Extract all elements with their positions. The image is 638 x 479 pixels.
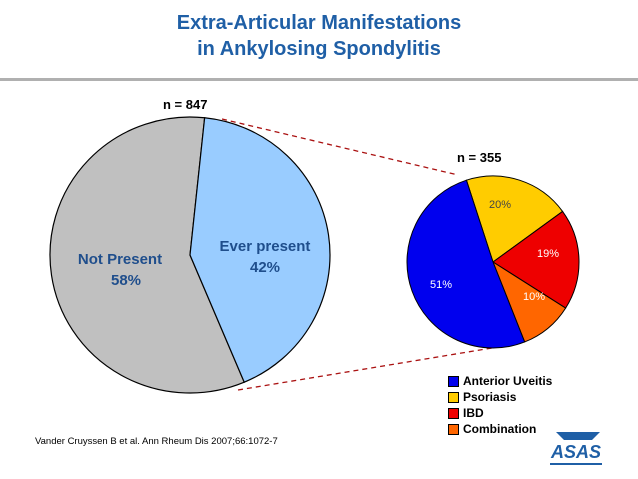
legend-label-psoriasis: Psoriasis xyxy=(463,390,517,404)
main-pie xyxy=(50,117,330,393)
pct-label-psoriasis: 20% xyxy=(489,199,511,211)
pct-label-uveitis: 51% xyxy=(430,279,452,291)
legend-label-ibd: IBD xyxy=(463,406,484,420)
legend-item-psoriasis: Psoriasis xyxy=(448,389,552,405)
detail-pie-legend: Anterior Uveitis Psoriasis IBD Combinati… xyxy=(448,373,552,437)
pct-label-ibd: 19% xyxy=(537,248,559,260)
logo-arc-shape xyxy=(556,432,600,440)
legend-label-uveitis: Anterior Uveitis xyxy=(463,374,553,388)
asas-logo: ASAS xyxy=(550,432,602,465)
slice-ibd xyxy=(492,210,580,309)
title-divider xyxy=(0,78,638,81)
legend-swatch-ibd xyxy=(448,407,459,419)
connector-top xyxy=(221,118,459,176)
title-line-1: Extra-Articular Manifestations xyxy=(176,12,462,34)
detail-pie-n-label: n = 355 xyxy=(457,150,502,165)
slice-ever-present xyxy=(190,118,330,382)
legend-item-uveitis: Anterior Uveitis xyxy=(448,373,552,389)
main-pie-n-label: n = 847 xyxy=(163,97,208,112)
pct-label-combination: 10% xyxy=(523,291,545,303)
slice-not-present xyxy=(50,117,244,393)
title-line-2: in Ankylosing Spondylitis xyxy=(197,38,441,60)
label-not-present: Not Present xyxy=(78,251,162,268)
label-ever-present-pct: 42% xyxy=(250,259,280,276)
legend-item-combination: Combination xyxy=(448,421,552,437)
slice-anterior-uveitis xyxy=(406,179,526,349)
connector-bottom xyxy=(237,346,499,391)
legend-swatch-uveitis xyxy=(448,375,459,387)
legend-item-ibd: IBD xyxy=(448,405,552,421)
label-ever-present: Ever present xyxy=(220,238,311,255)
legend-label-combination: Combination xyxy=(463,422,537,436)
legend-swatch-combination xyxy=(448,423,459,435)
logo-text: ASAS xyxy=(550,442,601,462)
label-not-present-pct: 58% xyxy=(111,272,141,289)
slice-psoriasis xyxy=(465,175,564,263)
citation: Vander Cruyssen B et al. Ann Rheum Dis 2… xyxy=(35,436,278,447)
legend-swatch-psoriasis xyxy=(448,391,459,403)
